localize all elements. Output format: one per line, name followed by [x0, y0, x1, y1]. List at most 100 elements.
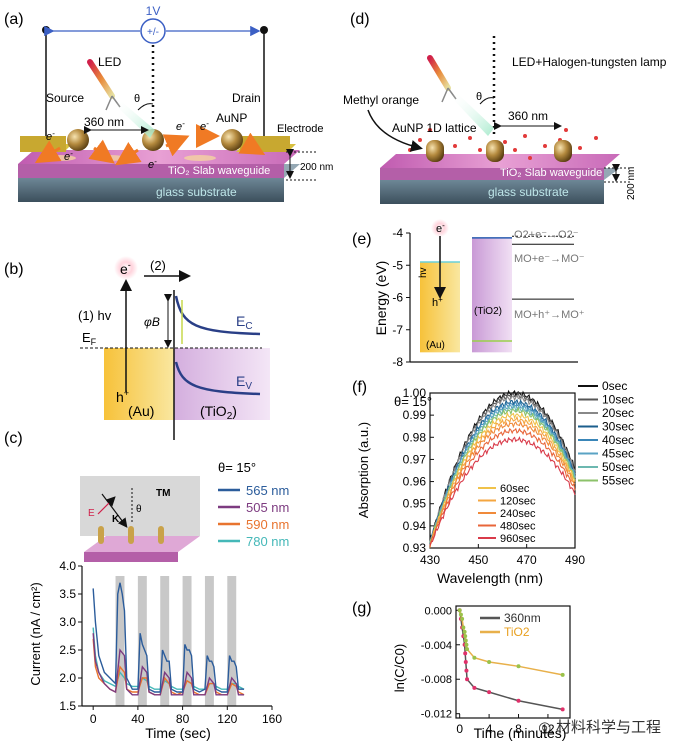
g-legend-label: TiO2 — [504, 625, 530, 639]
kinetics-point — [461, 625, 466, 630]
kinetics-point — [462, 629, 467, 634]
g-y-tick-label: -0.012 — [421, 709, 452, 721]
g-x-tick-label: 12 — [541, 722, 555, 736]
f-x-tick-label: 490 — [565, 553, 585, 567]
g-x-tick-label: 4 — [486, 722, 493, 736]
f-y-tick-label: 0.95 — [403, 497, 427, 511]
energy-axis-label: Energy (eV) — [373, 261, 389, 336]
kinetics-point — [472, 655, 477, 660]
angle-theta-d: θ — [476, 91, 482, 103]
photocurrent-plot: 0 40 80 120 160 1.5 2.0 2.5 3.0 3.5 4.0 — [59, 559, 282, 726]
kinetics-point — [560, 707, 565, 712]
electron-1: e- — [46, 129, 55, 143]
panel-e-energy-diagram: -4 -5 -6 -7 -8 Energy (eV) e- hv h+ (Au) (Ti… — [373, 219, 585, 369]
illumination-interval — [115, 576, 125, 706]
drain-label: Drain — [232, 91, 261, 105]
c-x-tick-label: 120 — [217, 712, 237, 726]
kinetics-point — [472, 685, 477, 690]
kinetics-point — [487, 660, 492, 664]
absorption-curve-480sec — [429, 427, 576, 547]
waveguide-label-d: TiO₂ Slab waveguide — [500, 167, 602, 179]
f-y-tick-label: 0.93 — [403, 541, 427, 555]
illumination-interval — [160, 576, 170, 706]
panel-c-photocurrent-chart: TM E K θ θ= 15° 565 nm 505 nm 590 nm 780 nm… — [28, 460, 289, 741]
f-incidence-angle: θ= 15° — [394, 394, 432, 409]
f-x-tick-label: 470 — [517, 553, 537, 567]
tio2-block — [472, 237, 512, 353]
au-label-b: (Au) — [128, 403, 154, 419]
absorption-curve-30sec — [429, 398, 576, 545]
step-1-hv: (1) hv — [78, 308, 112, 323]
energy-tick-label: -8 — [392, 355, 403, 369]
c-y-tick-label: 2.0 — [59, 671, 76, 685]
g-y-axis-label: ln(C/C0) — [392, 644, 407, 692]
electrode-label: Electrode — [277, 123, 323, 135]
f-y-tick-label: 1.00 — [403, 386, 427, 400]
c-x-tick-label: 0 — [90, 712, 97, 726]
conduction-band: EC — [236, 313, 253, 332]
hole-b: h+ — [116, 388, 129, 405]
kinetics-point — [463, 660, 468, 664]
panel-label-b: (b) — [4, 261, 24, 278]
lattice-period-d: 360 nm — [508, 109, 548, 123]
legend-label: 780 nm — [246, 534, 289, 549]
f-legend-label: 20sec — [602, 406, 634, 420]
bias-voltage: 1V — [146, 4, 161, 18]
tio2-label-e: (TiO2) — [474, 306, 502, 317]
energy-axis-ticks: -4 -5 -6 -7 -8 — [392, 226, 410, 369]
energy-tick-label: -5 — [392, 258, 403, 272]
series-line-505-nm — [92, 633, 245, 696]
f-x-tick-label: 450 — [468, 553, 488, 567]
f-inner-legend-label: 480sec — [500, 521, 536, 533]
voltage-source-symbol: +/- — [147, 27, 159, 38]
panel-a-device-schematic: +/- 1V LED θ 360 nm — [18, 4, 333, 202]
absorption-curve-240sec — [429, 420, 576, 548]
lattice-label: AuNP 1D lattice — [392, 121, 477, 135]
c-y-tick-label: 1.5 — [59, 699, 76, 713]
f-y-axis-label: Absorption (a.u.) — [356, 422, 371, 518]
kinetics-point — [516, 664, 521, 669]
g-y-tick-label: -0.008 — [421, 674, 452, 686]
absorption-curve-960sec — [429, 436, 576, 546]
e-field-label: E — [88, 508, 95, 519]
f-legend-label: 10sec — [602, 393, 634, 407]
waveguide-label: TiO₂ Slab waveguide — [168, 165, 270, 177]
electron-e: e- — [436, 221, 445, 235]
illumination-interval — [182, 576, 192, 706]
substrate-label: glass substrate — [156, 185, 237, 199]
legend-label: 590 nm — [246, 517, 289, 532]
f-legend-label: 30sec — [602, 420, 634, 434]
photocurrent-legend: 565 nm 505 nm 590 nm 780 nm — [218, 483, 289, 549]
source-label: Source — [46, 91, 84, 105]
c-x-tick-label: 80 — [176, 712, 190, 726]
thickness-label-d: 200 nm — [626, 167, 637, 200]
aunp-label: AuNP — [216, 111, 247, 125]
g-y-tick-label: -0.004 — [421, 640, 452, 652]
series-line-565-nm — [92, 582, 245, 693]
lattice-period: 360 nm — [84, 115, 124, 129]
absorption-plot: 430 450 470 490 1.00 0.99 0.98 0.97 0.96 0.95 0.94… — [403, 386, 586, 567]
electron-5: e- — [200, 119, 209, 133]
tm-label: TM — [156, 488, 170, 499]
angle-theta: θ — [134, 93, 140, 105]
f-x-tick-label: 430 — [420, 553, 440, 567]
electron-3: e- — [148, 157, 157, 171]
watermark: ◎ 材料科学与工程 — [538, 718, 661, 736]
c-y-tick-label: 3.5 — [59, 587, 76, 601]
legend-label: 565 nm — [246, 483, 289, 498]
absorption-curve-120sec — [429, 415, 576, 546]
kinetics-point — [463, 634, 468, 639]
f-legend-label: 0sec — [602, 379, 627, 393]
kinetics-point — [487, 690, 492, 695]
g-x-axis-label: Time (minutes) — [474, 725, 567, 741]
au-label-e: (Au) — [426, 340, 445, 351]
absorption-curve-20sec — [429, 394, 576, 542]
mo-oxidation-reaction: MO+h⁺→MO⁺ — [514, 309, 585, 321]
legend-label: 505 nm — [246, 500, 289, 515]
fermi-level: EF — [82, 330, 97, 347]
inset-theta: θ — [136, 504, 142, 515]
